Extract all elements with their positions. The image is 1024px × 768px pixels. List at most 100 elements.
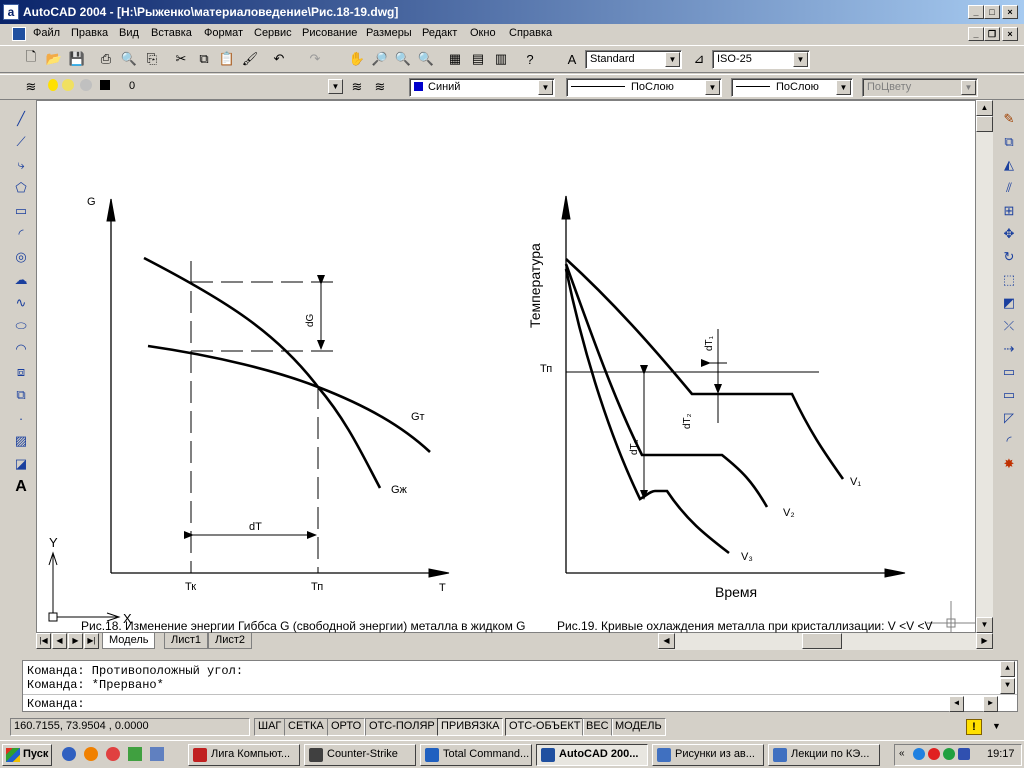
menu-edit[interactable]: Правка <box>71 27 109 39</box>
tab-layout1[interactable]: Лист1 <box>164 633 209 649</box>
ellipse-icon[interactable]: ⬭ <box>15 318 27 333</box>
task-total-commander[interactable]: Total Command... <box>420 744 532 766</box>
tab-prev-button[interactable]: ◀ <box>52 633 67 649</box>
cut-icon[interactable]: ✂ <box>175 51 187 66</box>
maximize-button[interactable]: □ <box>984 5 1000 19</box>
zoom-previous-icon[interactable]: 🔍 <box>417 51 435 66</box>
quicklaunch-app-icon[interactable] <box>106 747 120 761</box>
revcloud-icon[interactable]: ☁ <box>14 272 28 287</box>
polygon-icon[interactable]: ⬠ <box>15 180 27 195</box>
status-menu-arrow-icon[interactable]: ▼ <box>992 721 1001 731</box>
polar-toggle[interactable]: ОТС-ПОЛЯР <box>365 718 439 736</box>
start-button[interactable]: Пуск <box>2 744 52 766</box>
make-block-icon[interactable]: ⧉ <box>16 387 26 402</box>
tab-next-button[interactable]: ▶ <box>68 633 83 649</box>
join-icon[interactable]: ▭ <box>1002 387 1016 402</box>
tray-network-icon[interactable] <box>913 748 925 760</box>
lineweight-select[interactable]: ПоСлою ▼ <box>731 78 853 97</box>
break-icon[interactable]: ▭ <box>1002 364 1016 379</box>
tab-model[interactable]: Модель <box>102 633 156 649</box>
insert-block-icon[interactable]: ⧈ <box>16 364 26 379</box>
task-autocad[interactable]: AutoCAD 200... <box>536 744 648 766</box>
communication-center-icon[interactable]: ! <box>966 719 982 735</box>
tab-first-button[interactable]: |◀ <box>36 633 51 649</box>
menu-view[interactable]: Вид <box>119 27 139 39</box>
menu-draw[interactable]: Рисование <box>302 27 358 39</box>
autocad-app-icon[interactable]: a <box>3 4 19 20</box>
layer-on-icon[interactable] <box>48 79 58 91</box>
tray-language-icon[interactable] <box>958 748 970 760</box>
move-icon[interactable]: ✥ <box>1003 226 1015 241</box>
tab-layout2[interactable]: Лист2 <box>208 633 253 649</box>
cmd-scroll-up-button[interactable]: ▲ <box>1000 661 1015 677</box>
undo-icon[interactable]: ↶ <box>273 51 285 66</box>
offset-icon[interactable]: ⫽ <box>1006 180 1012 195</box>
linetype-select[interactable]: ПоСлою ▼ <box>566 78 722 97</box>
document-icon[interactable] <box>12 27 26 41</box>
trim-icon[interactable]: ⤫ <box>1003 318 1015 333</box>
layer-previous-icon[interactable]: ≋ <box>374 79 386 94</box>
task-counter-strike[interactable]: Counter-Strike <box>304 744 416 766</box>
menu-help[interactable]: Справка <box>509 27 553 39</box>
dim-style-select[interactable]: ISO-25 ▼ <box>712 50 810 69</box>
layer-lock-icon[interactable] <box>80 79 92 91</box>
quicklaunch-tool-icon[interactable] <box>128 747 142 761</box>
polyline-icon[interactable]: ⤷ <box>17 157 25 172</box>
make-layer-current-icon[interactable]: ≋ <box>351 79 363 94</box>
fillet-icon[interactable]: ◜ <box>1006 433 1012 448</box>
color-select[interactable]: Синий ▼ <box>409 78 555 97</box>
snap-toggle[interactable]: ШАГ <box>254 718 286 736</box>
scroll-down-button[interactable]: ▼ <box>976 617 993 633</box>
help-icon[interactable]: ? <box>526 51 534 67</box>
tray-expand-icon[interactable]: « <box>899 748 905 759</box>
tray-antivirus-icon[interactable] <box>928 748 940 760</box>
open-file-icon[interactable]: 📂 <box>45 51 63 66</box>
save-icon[interactable]: 💾 <box>68 51 86 66</box>
doc-minimize-button[interactable]: _ <box>968 27 984 41</box>
match-properties-icon[interactable]: 🖌 <box>241 51 259 66</box>
construction-line-icon[interactable]: ⟋ <box>16 134 26 149</box>
quicklaunch-firefox-icon[interactable] <box>84 747 98 761</box>
text-style-icon[interactable]: A <box>567 51 577 67</box>
erase-icon[interactable]: ✎ <box>1003 111 1015 126</box>
circle-icon[interactable]: ◎ <box>15 249 27 264</box>
tray-app-icon[interactable] <box>943 748 955 760</box>
horizontal-scrollbar[interactable]: ◀ ▶ <box>658 633 993 650</box>
rectangle-icon[interactable]: ▭ <box>14 203 28 218</box>
scroll-left-button[interactable]: ◀ <box>658 633 675 649</box>
scroll-up-button[interactable]: ▲ <box>976 100 993 116</box>
array-icon[interactable]: ⊞ <box>1003 203 1015 218</box>
osnap-toggle[interactable]: ПРИВЯЗКА <box>437 718 504 736</box>
menu-window[interactable]: Окно <box>470 27 496 39</box>
scroll-right-button[interactable]: ▶ <box>976 633 993 649</box>
layer-manager-icon[interactable]: ≋ <box>25 79 37 94</box>
extend-icon[interactable]: ⇢ <box>1003 341 1015 356</box>
menu-modify[interactable]: Редакт <box>422 27 458 39</box>
multiline-text-icon[interactable]: A <box>15 478 27 495</box>
properties-icon[interactable]: ▦ <box>448 51 462 66</box>
task-risunki[interactable]: Рисунки из ав... <box>652 744 764 766</box>
chamfer-icon[interactable]: ◸ <box>1004 410 1014 425</box>
print-icon[interactable]: ⎙ <box>100 51 112 66</box>
menu-insert[interactable]: Вставка <box>151 27 192 39</box>
print-preview-icon[interactable]: 🔍 <box>120 51 138 66</box>
layer-select[interactable]: 0 ▼ <box>125 78 343 97</box>
menu-tools[interactable]: Сервис <box>254 27 292 39</box>
otrack-toggle[interactable]: ОТС-ОБЪЕКТ <box>505 718 585 736</box>
command-prompt[interactable]: Команда: <box>27 697 85 711</box>
ortho-toggle[interactable]: ОРТО <box>327 718 366 736</box>
menu-file[interactable]: Файл <box>33 27 61 39</box>
quicklaunch-ie-icon[interactable] <box>62 747 76 761</box>
text-style-select[interactable]: Standard ▼ <box>585 50 682 69</box>
quicklaunch-save-icon[interactable] <box>150 747 164 761</box>
hatch-icon[interactable]: ▨ <box>14 433 28 448</box>
ellipse-arc-icon[interactable]: ◠ <box>15 341 27 356</box>
menu-dimension[interactable]: Размеры <box>366 27 412 39</box>
layer-thaw-icon[interactable] <box>62 79 74 91</box>
horizontal-scroll-thumb[interactable] <box>802 633 842 649</box>
redo-icon[interactable]: ↷ <box>309 51 321 66</box>
scale-icon[interactable]: ⬚ <box>1002 272 1016 287</box>
rotate-icon[interactable]: ↻ <box>1003 249 1015 264</box>
tab-last-button[interactable]: ▶| <box>84 633 99 649</box>
zoom-realtime-icon[interactable]: 🔎 <box>371 51 389 66</box>
